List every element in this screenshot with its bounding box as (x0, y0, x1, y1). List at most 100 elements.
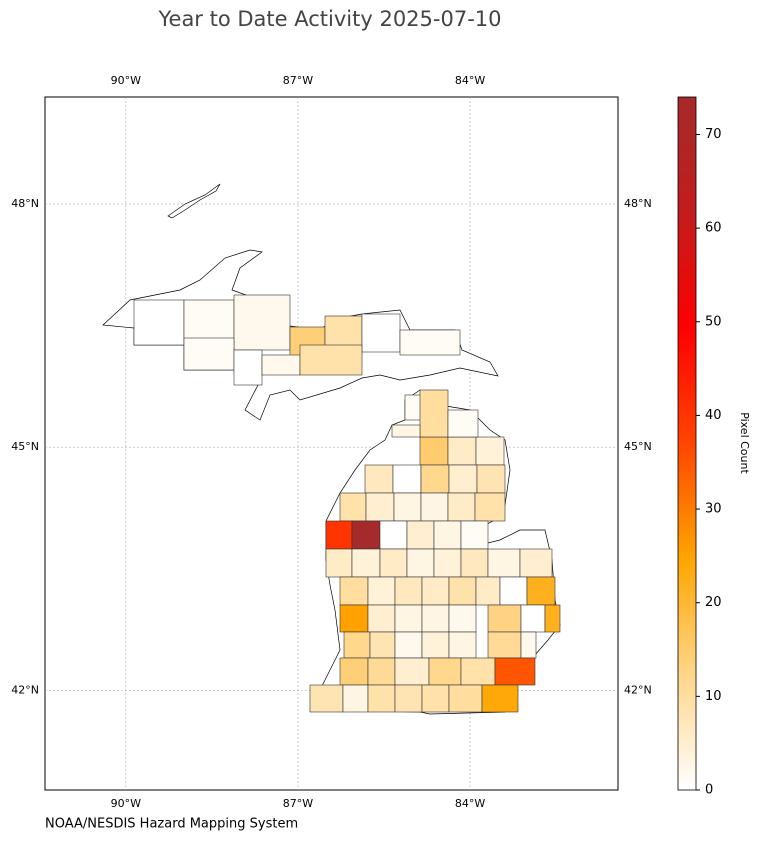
y-tick-label: 42°N (11, 683, 39, 696)
county (420, 464, 450, 494)
colorbar-label: Pixel Count (738, 412, 751, 474)
county (183, 337, 235, 371)
county (419, 436, 449, 466)
colorbar-tick-label: 70 (705, 127, 722, 142)
colorbar-tick-label: 20 (705, 595, 722, 610)
colorbar-tick-label: 60 (705, 221, 722, 236)
y-tick-label: 42°N (624, 683, 652, 696)
colorbar-tick-label: 30 (705, 502, 722, 517)
y-tick-label: 48°N (11, 197, 39, 210)
county (460, 520, 489, 550)
county (364, 464, 394, 494)
county (339, 657, 369, 686)
credit: NOAA/NESDIS Hazard Mapping System (45, 817, 298, 832)
county (299, 344, 363, 376)
county (339, 604, 369, 633)
county (428, 657, 462, 686)
county (544, 604, 561, 633)
county (367, 657, 396, 686)
county (339, 576, 369, 606)
county (379, 548, 408, 578)
county (460, 657, 496, 686)
county (481, 684, 519, 713)
county (367, 576, 396, 606)
county (474, 492, 506, 522)
colorbar (677, 96, 697, 791)
county (494, 657, 536, 686)
county (406, 548, 435, 578)
colorbar-tick-label: 10 (705, 689, 722, 704)
county (448, 464, 478, 494)
county (520, 604, 546, 633)
county (399, 329, 461, 356)
county (475, 436, 505, 466)
x-tick-label: 90°W (111, 74, 141, 87)
county (394, 631, 423, 659)
x-tick-label: 87°W (283, 797, 313, 810)
map-frame (44, 96, 619, 791)
county (433, 520, 462, 550)
x-tick-label: 90°W (111, 797, 141, 810)
title: Year to Date Activity 2025-07-10 (157, 7, 501, 31)
x-tick-label: 84°W (455, 797, 485, 810)
county (475, 576, 501, 606)
county (421, 631, 450, 659)
county (183, 299, 235, 341)
county (487, 548, 521, 578)
county (421, 604, 450, 633)
county (361, 313, 401, 353)
county (394, 657, 430, 686)
county (365, 492, 395, 522)
county (351, 548, 381, 578)
county (233, 294, 291, 351)
y-tick-label: 45°N (624, 440, 652, 453)
county (526, 576, 556, 606)
county (448, 604, 477, 633)
county (392, 464, 422, 494)
county (309, 684, 344, 713)
county (325, 548, 353, 578)
county (351, 520, 381, 550)
county (420, 492, 449, 522)
county (421, 576, 450, 606)
county (393, 492, 422, 522)
county (487, 604, 522, 633)
county (519, 548, 553, 578)
county (325, 520, 353, 550)
county (367, 684, 396, 713)
county (487, 631, 522, 659)
colorbar-tick-label: 40 (705, 408, 722, 423)
county (447, 436, 477, 466)
county (133, 299, 185, 346)
county (406, 520, 435, 550)
y-tick-label: 45°N (11, 440, 39, 453)
county (447, 492, 476, 522)
county (419, 389, 449, 438)
county (342, 684, 369, 713)
county (421, 684, 450, 713)
county (499, 576, 528, 606)
county (367, 604, 396, 633)
colorbar-tick-label: 50 (705, 314, 722, 329)
county (448, 631, 477, 659)
x-tick-label: 84°W (455, 74, 485, 87)
county (369, 631, 396, 659)
county (447, 409, 479, 438)
county (448, 576, 477, 606)
county (433, 548, 462, 578)
county (394, 684, 423, 713)
county (261, 354, 301, 376)
county (394, 576, 423, 606)
isle-royale (167, 183, 221, 219)
y-tick-label: 48°N (624, 197, 652, 210)
county (379, 520, 408, 550)
colorbar-tick-label: 0 (705, 783, 713, 798)
county (339, 492, 367, 522)
county (343, 631, 371, 659)
x-tick-label: 87°W (283, 74, 313, 87)
county (460, 548, 489, 578)
county (391, 424, 421, 438)
county (448, 684, 483, 713)
county (520, 631, 537, 659)
